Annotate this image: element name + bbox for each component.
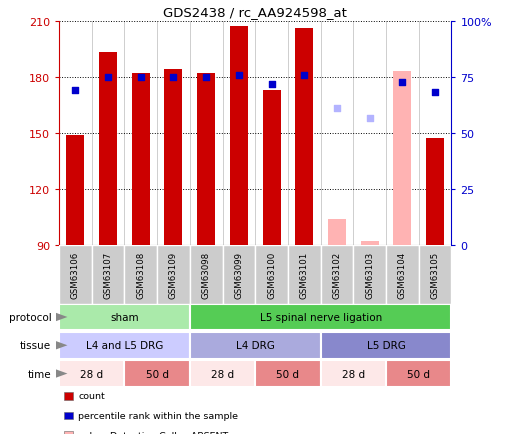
Point (71, 87, 80, 94)
Bar (132, 74, 150, 245)
Bar (59, 245, 92, 304)
Text: sham: sham (110, 312, 139, 322)
Point (267, 82, 275, 89)
Text: time: time (28, 369, 51, 378)
Bar (255, 245, 288, 304)
Bar (328, 219, 346, 245)
Text: protocol: protocol (9, 312, 51, 322)
Point (169, 74, 177, 81)
Point (300, 72, 308, 79)
Bar (223, 245, 255, 304)
Bar (157, 245, 190, 304)
Bar (321, 245, 353, 304)
Bar (190, 360, 255, 387)
Bar (321, 332, 451, 359)
Text: GSM63105: GSM63105 (430, 251, 440, 298)
Polygon shape (56, 369, 68, 378)
Text: GSM63108: GSM63108 (136, 251, 145, 298)
Bar (124, 360, 190, 387)
Bar (165, 70, 183, 245)
Bar (59, 332, 190, 359)
Text: GSM63102: GSM63102 (332, 251, 342, 298)
Bar (255, 360, 321, 387)
Text: GSM63098: GSM63098 (202, 251, 211, 298)
Bar (386, 360, 451, 387)
Text: value, Detection Call = ABSENT: value, Detection Call = ABSENT (78, 431, 229, 434)
Text: 50 d: 50 d (146, 369, 169, 378)
Text: percentile rank within the sample: percentile rank within the sample (78, 411, 239, 420)
Text: GSM63104: GSM63104 (398, 251, 407, 298)
Text: tissue: tissue (20, 341, 51, 350)
Bar (295, 29, 313, 245)
Point (431, 89, 439, 96)
Text: 28 d: 28 d (342, 369, 365, 378)
Bar (190, 304, 451, 331)
Text: count: count (78, 391, 105, 401)
Text: L4 DRG: L4 DRG (236, 341, 274, 350)
Text: GSM63100: GSM63100 (267, 251, 276, 298)
Text: 28 d: 28 d (211, 369, 234, 378)
Point (333, 106, 341, 113)
Polygon shape (56, 341, 68, 350)
Title: GDS2438 / rc_AA924598_at: GDS2438 / rc_AA924598_at (163, 6, 347, 19)
Bar (263, 91, 281, 245)
Bar (190, 245, 223, 304)
Point (366, 115, 374, 122)
Bar (190, 332, 321, 359)
Bar (353, 245, 386, 304)
Bar (59, 360, 124, 387)
Text: 50 d: 50 d (277, 369, 300, 378)
Polygon shape (56, 313, 68, 322)
Point (398, 80, 406, 87)
Bar (124, 245, 157, 304)
Text: GSM63109: GSM63109 (169, 251, 178, 298)
Point (202, 74, 210, 81)
Bar (288, 245, 321, 304)
Bar (92, 245, 125, 304)
Text: 50 d: 50 d (407, 369, 430, 378)
Bar (393, 72, 411, 245)
Point (136, 74, 145, 81)
Bar (361, 241, 379, 245)
Bar (59, 304, 190, 331)
Text: L5 DRG: L5 DRG (367, 341, 405, 350)
Text: GSM63107: GSM63107 (104, 251, 112, 298)
Text: GSM63099: GSM63099 (234, 251, 243, 298)
Bar (386, 245, 419, 304)
Bar (426, 139, 444, 245)
Point (235, 72, 243, 79)
Bar (321, 360, 386, 387)
Bar (99, 53, 117, 245)
Bar (230, 27, 248, 245)
Text: GSM63106: GSM63106 (71, 251, 80, 298)
Text: 28 d: 28 d (80, 369, 103, 378)
Text: L5 spinal nerve ligation: L5 spinal nerve ligation (260, 312, 382, 322)
Point (104, 74, 112, 81)
Bar (66, 135, 84, 245)
Text: GSM63103: GSM63103 (365, 251, 374, 298)
Bar (419, 245, 451, 304)
Bar (197, 74, 215, 245)
Text: GSM63101: GSM63101 (300, 251, 309, 298)
Text: L4 and L5 DRG: L4 and L5 DRG (86, 341, 163, 350)
